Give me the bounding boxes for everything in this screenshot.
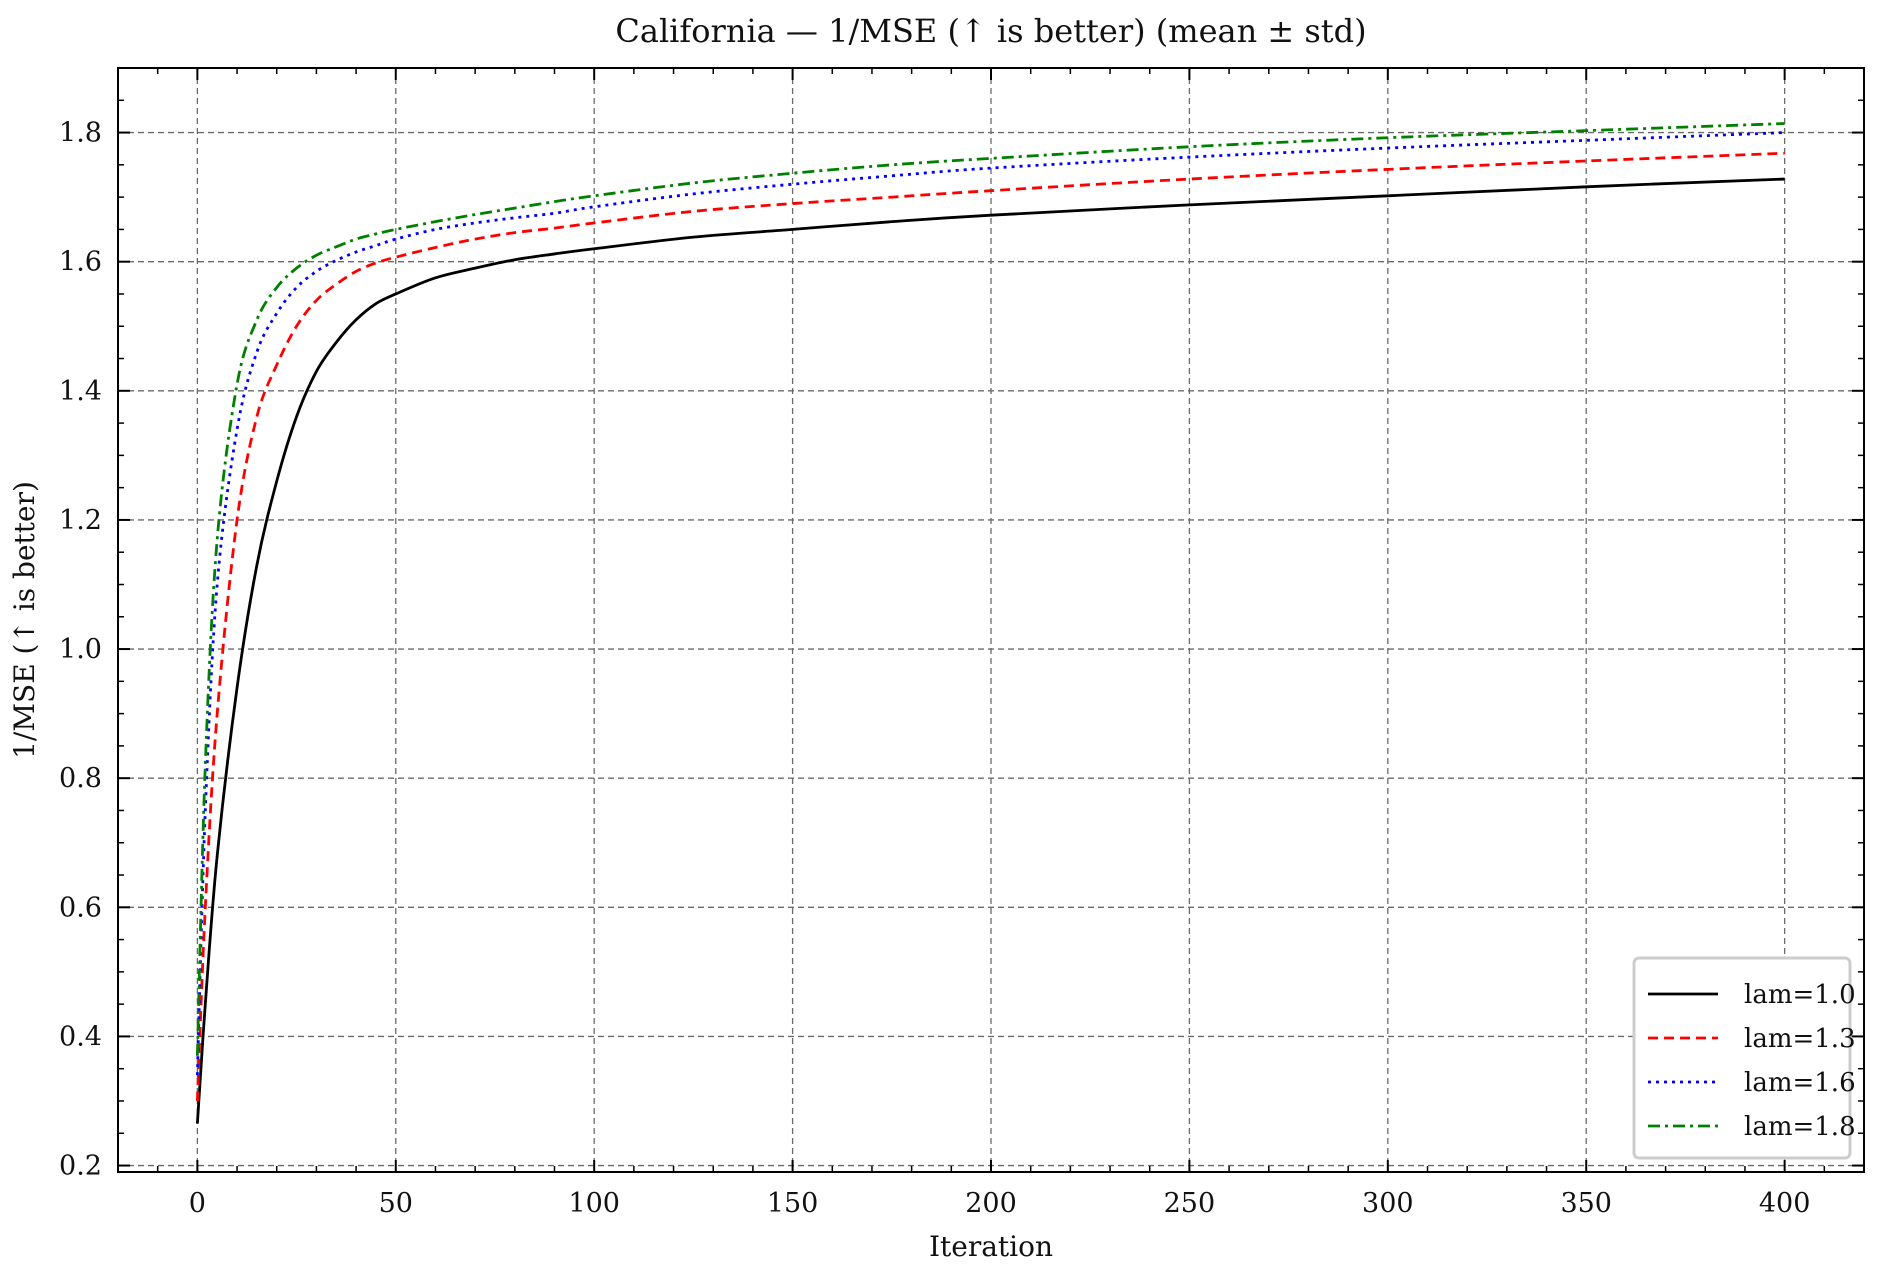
x-tick-label: 100	[568, 1188, 620, 1219]
x-tick-label: 250	[1164, 1188, 1216, 1219]
legend-box	[1632, 956, 1852, 1160]
gridlines	[118, 68, 1864, 1172]
series-line-lam=1.8	[195, 122, 1785, 1056]
tick-labels: 0 50 100 150 200 250 300 350 400 0.2 0.4 0.6 0.8 1.0 1…	[59, 118, 1810, 1219]
y-tick-label: 1.6	[59, 247, 102, 278]
y-tick-label: 1.4	[59, 376, 102, 407]
series-line-lam=1.3	[195, 151, 1785, 1102]
x-tick-label: 400	[1759, 1188, 1811, 1219]
x-tick-label: 350	[1560, 1188, 1612, 1219]
y-tick-label: 1.2	[59, 505, 102, 536]
x-tick-label: 300	[1362, 1188, 1414, 1219]
y-tick-label: 0.6	[59, 892, 102, 923]
x-tick-label: 200	[965, 1188, 1017, 1219]
legend-label: lam=1.0	[1744, 980, 1856, 1010]
x-axis-title: Iteration	[929, 1230, 1053, 1263]
x-tick-label: 150	[767, 1188, 819, 1219]
chart-title: California — 1/MSE (↑ is better) (mean ±…	[615, 12, 1366, 50]
x-tick-label: 50	[379, 1188, 413, 1219]
y-tick-label: 1.0	[59, 634, 102, 665]
plot-frame	[117, 67, 1865, 1173]
legend-label: lam=1.3	[1744, 1024, 1856, 1054]
series-line-lam=1.0	[195, 177, 1785, 1124]
legend: lam=1.0 lam=1.3 lam=1.6 lam=1.8	[1632, 956, 1856, 1160]
legend-label: lam=1.6	[1744, 1068, 1856, 1098]
x-tick-label: 0	[189, 1188, 206, 1219]
series-lines	[195, 122, 1785, 1124]
y-tick-label: 1.8	[59, 118, 102, 149]
y-tick-label: 0.8	[59, 763, 102, 794]
legend-label: lam=1.8	[1744, 1112, 1856, 1142]
y-tick-label: 0.2	[59, 1151, 102, 1182]
y-axis-title: 1/MSE (↑ is better)	[8, 481, 41, 759]
y-tick-label: 0.4	[59, 1021, 102, 1052]
series-line-lam=1.6	[195, 131, 1785, 1076]
